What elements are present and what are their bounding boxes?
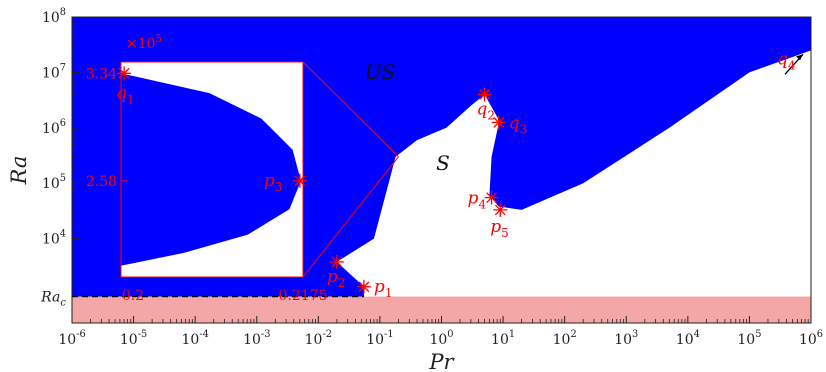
point-label-q1: q1 — [116, 83, 135, 106]
y-tick-label: 105 — [42, 173, 66, 192]
point-label-p5: p5 — [490, 217, 509, 240]
inset-stable-fill — [121, 62, 303, 277]
y-axis-title: Ra — [7, 156, 31, 186]
region-label-stable: S — [436, 151, 450, 175]
point-label-p1: p1 — [374, 277, 393, 300]
zoom-connector-bottom — [302, 156, 399, 278]
y-tick-label: 107 — [42, 62, 66, 81]
inset-x-tick-label: 0.2175 — [279, 288, 328, 304]
x-tick-label: 103 — [614, 329, 638, 348]
ra-c-label: Rac — [40, 290, 66, 309]
point-label-p3: p3 — [264, 171, 283, 194]
inset-zoom: 3.34 2.58 0.2 0.2175 ×105 q1 p3 — [86, 34, 399, 304]
point-marker-p4 — [484, 190, 499, 205]
inset-x-tick-label: 0.2 — [122, 288, 144, 304]
x-tick-label: 101 — [491, 329, 515, 348]
inset-exponent-label: ×105 — [126, 34, 162, 52]
point-marker-q3 — [491, 115, 506, 130]
y-tick-label: 104 — [42, 229, 66, 248]
x-tick-label: 10-3 — [243, 329, 270, 348]
x-tick-label: 105 — [737, 329, 761, 348]
x-axis-title: Pr — [428, 350, 455, 372]
point-label-q4: q4 — [777, 49, 796, 72]
region-label-unstable: US — [365, 60, 396, 84]
x-tick-label: 10-2 — [305, 329, 332, 348]
point-marker-p5 — [493, 202, 508, 217]
y-tick-label: 108 — [42, 7, 66, 26]
axes: 10-6 10-5 10-4 10-3 10-2 10-1 100 101 102 103 104 1… — [40, 7, 823, 348]
point-label-q2: q2 — [477, 99, 496, 122]
point-label-q3: q3 — [509, 113, 528, 136]
zoom-connector-top — [302, 61, 399, 158]
x-tick-label: 10-5 — [120, 329, 147, 348]
point-label-p2: p2 — [327, 267, 346, 290]
y-tick-label: 106 — [42, 118, 66, 137]
inset-y-tick-label: 2.58 — [86, 174, 117, 190]
x-tick-label: 10-1 — [366, 329, 393, 348]
q4-arrowhead — [796, 54, 803, 61]
inset-frame — [120, 61, 304, 278]
x-tick-label: 100 — [429, 329, 453, 348]
x-tick-label: 10-6 — [58, 329, 85, 348]
point-marker-p2 — [329, 254, 344, 269]
x-tick-label: 10-4 — [181, 329, 208, 348]
point-marker-p3 — [292, 173, 307, 188]
x-tick-label: 104 — [676, 329, 700, 348]
axis-labels: Pr Ra US S — [7, 60, 456, 372]
point-marker-q1 — [117, 66, 132, 81]
x-tick-label: 102 — [553, 329, 577, 348]
point-marker-q2 — [477, 87, 492, 102]
point-label-p4: p4 — [468, 189, 487, 212]
point-marker-p1 — [356, 279, 371, 294]
inset-y-tick-label: 3.34 — [86, 66, 117, 82]
x-tick-label: 106 — [799, 329, 823, 348]
